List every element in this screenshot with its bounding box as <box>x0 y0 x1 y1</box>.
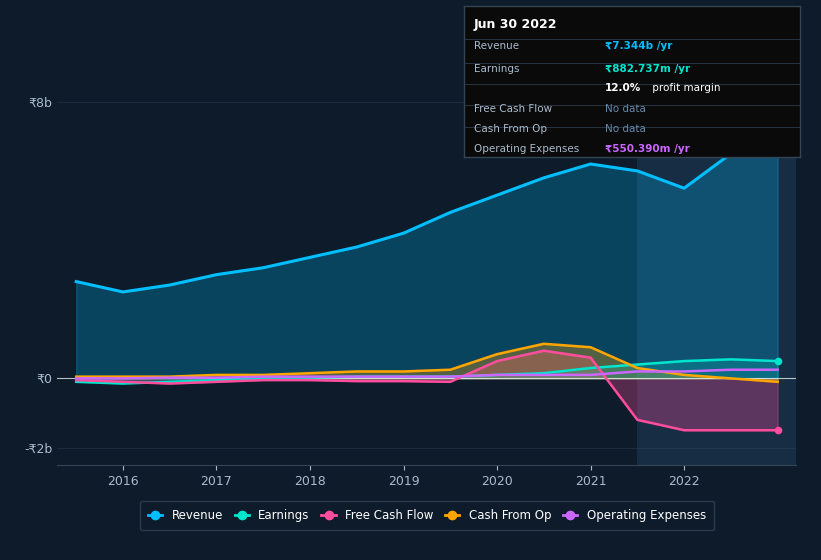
Text: 12.0%: 12.0% <box>605 83 641 94</box>
Text: Operating Expenses: Operating Expenses <box>474 144 579 154</box>
Text: Cash From Op: Cash From Op <box>474 124 547 134</box>
Text: No data: No data <box>605 124 646 134</box>
Text: Revenue: Revenue <box>474 41 519 51</box>
Text: Earnings: Earnings <box>474 64 520 73</box>
Point <box>771 97 784 106</box>
Text: profit margin: profit margin <box>649 83 721 94</box>
Bar <box>637 67 796 465</box>
Text: Jun 30 2022: Jun 30 2022 <box>474 18 557 31</box>
Text: ₹550.390m /yr: ₹550.390m /yr <box>605 144 690 154</box>
Text: No data: No data <box>605 105 646 114</box>
Point <box>771 357 784 366</box>
Text: ₹7.344b /yr: ₹7.344b /yr <box>605 41 672 51</box>
Text: Free Cash Flow: Free Cash Flow <box>474 105 552 114</box>
Text: ₹882.737m /yr: ₹882.737m /yr <box>605 64 690 73</box>
Point <box>771 426 784 435</box>
Legend: Revenue, Earnings, Free Cash Flow, Cash From Op, Operating Expenses: Revenue, Earnings, Free Cash Flow, Cash … <box>140 501 714 530</box>
